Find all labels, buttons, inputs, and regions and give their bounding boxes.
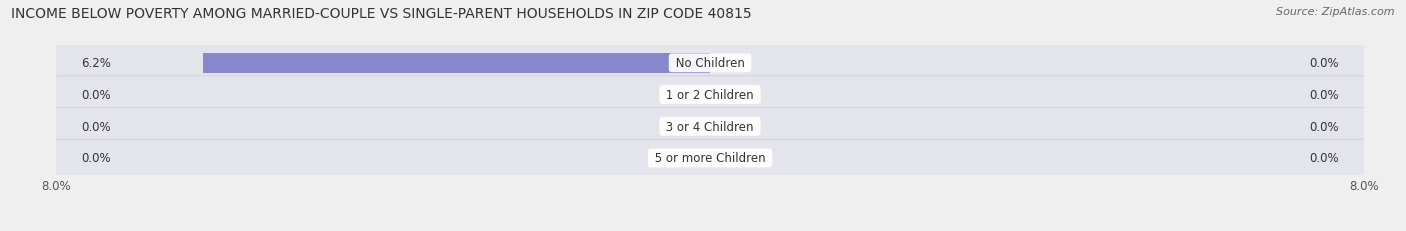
Text: 0.0%: 0.0% bbox=[1309, 89, 1340, 102]
Bar bbox=[204, 54, 710, 73]
Text: INCOME BELOW POVERTY AMONG MARRIED-COUPLE VS SINGLE-PARENT HOUSEHOLDS IN ZIP COD: INCOME BELOW POVERTY AMONG MARRIED-COUPL… bbox=[11, 7, 752, 21]
Text: No Children: No Children bbox=[672, 57, 748, 70]
Text: 5 or more Children: 5 or more Children bbox=[651, 152, 769, 165]
Text: 0.0%: 0.0% bbox=[80, 152, 111, 165]
FancyBboxPatch shape bbox=[48, 140, 1372, 177]
Text: 0.0%: 0.0% bbox=[1309, 57, 1340, 70]
Text: 0.0%: 0.0% bbox=[1309, 120, 1340, 133]
Text: 6.2%: 6.2% bbox=[80, 57, 111, 70]
Text: Source: ZipAtlas.com: Source: ZipAtlas.com bbox=[1277, 7, 1395, 17]
Text: 1 or 2 Children: 1 or 2 Children bbox=[662, 89, 758, 102]
FancyBboxPatch shape bbox=[48, 45, 1372, 82]
Text: 0.0%: 0.0% bbox=[1309, 152, 1340, 165]
FancyBboxPatch shape bbox=[48, 76, 1372, 114]
Text: 3 or 4 Children: 3 or 4 Children bbox=[662, 120, 758, 133]
Text: 0.0%: 0.0% bbox=[80, 120, 111, 133]
FancyBboxPatch shape bbox=[48, 108, 1372, 145]
Text: 0.0%: 0.0% bbox=[80, 89, 111, 102]
